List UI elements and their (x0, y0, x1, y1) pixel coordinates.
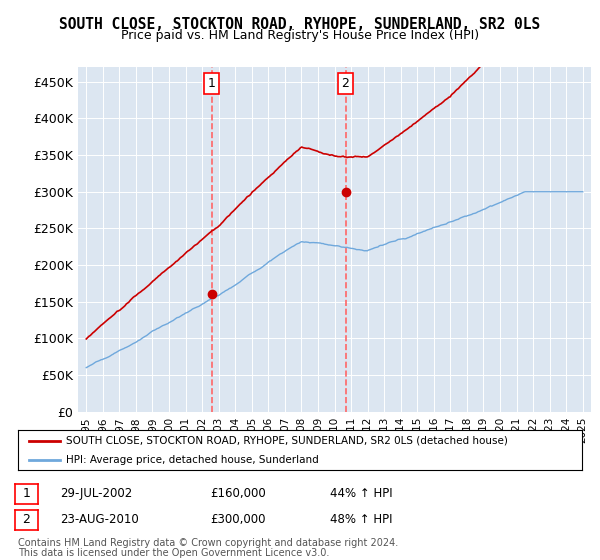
Text: £160,000: £160,000 (210, 487, 266, 501)
Text: Price paid vs. HM Land Registry's House Price Index (HPI): Price paid vs. HM Land Registry's House … (121, 29, 479, 42)
Text: 48% ↑ HPI: 48% ↑ HPI (330, 513, 392, 526)
Text: 2: 2 (22, 513, 31, 526)
Text: £300,000: £300,000 (210, 513, 265, 526)
Text: Contains HM Land Registry data © Crown copyright and database right 2024.: Contains HM Land Registry data © Crown c… (18, 538, 398, 548)
Text: This data is licensed under the Open Government Licence v3.0.: This data is licensed under the Open Gov… (18, 548, 329, 558)
Text: 1: 1 (22, 487, 31, 501)
Text: 2: 2 (341, 77, 349, 90)
Text: HPI: Average price, detached house, Sunderland: HPI: Average price, detached house, Sund… (66, 455, 319, 464)
Text: SOUTH CLOSE, STOCKTON ROAD, RYHOPE, SUNDERLAND, SR2 0LS: SOUTH CLOSE, STOCKTON ROAD, RYHOPE, SUND… (59, 17, 541, 32)
Text: 29-JUL-2002: 29-JUL-2002 (60, 487, 132, 501)
Text: 44% ↑ HPI: 44% ↑ HPI (330, 487, 392, 501)
Text: 23-AUG-2010: 23-AUG-2010 (60, 513, 139, 526)
Text: 1: 1 (208, 77, 216, 90)
Text: SOUTH CLOSE, STOCKTON ROAD, RYHOPE, SUNDERLAND, SR2 0LS (detached house): SOUTH CLOSE, STOCKTON ROAD, RYHOPE, SUND… (66, 436, 508, 446)
